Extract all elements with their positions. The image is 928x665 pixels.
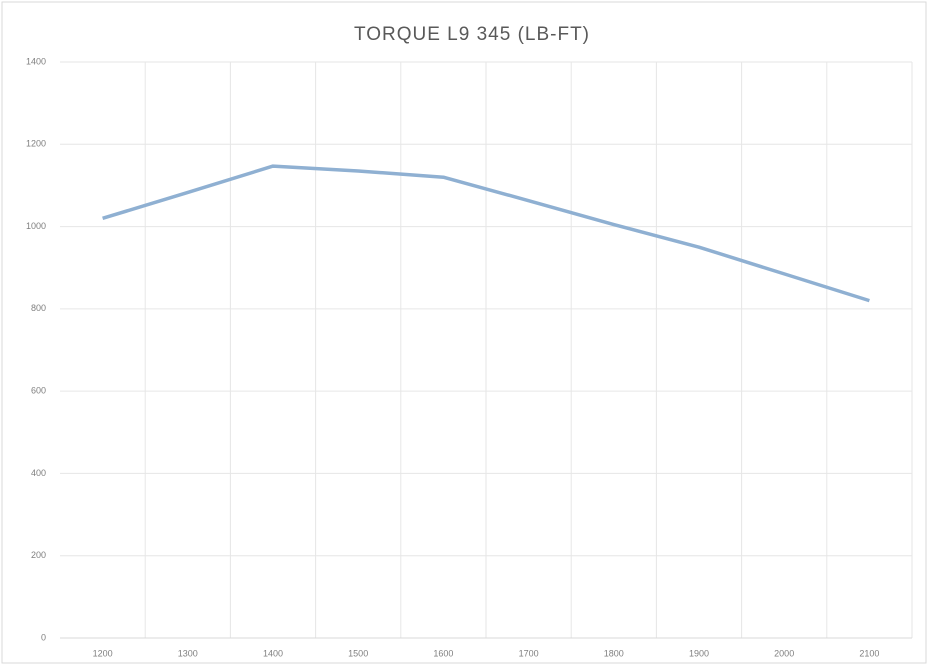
y-tick-label: 800 [31, 303, 46, 313]
x-tick-label: 1300 [178, 648, 198, 658]
x-tick-label: 1800 [604, 648, 624, 658]
x-tick-label: 2100 [859, 648, 879, 658]
x-tick-label: 1900 [689, 648, 709, 658]
y-tick-label: 0 [41, 632, 46, 642]
chart-title: TORQUE L9 345 (LB-FT) [354, 24, 590, 45]
y-tick-label: 1400 [26, 56, 46, 66]
y-tick-label: 600 [31, 386, 46, 396]
x-tick-label: 1200 [93, 648, 113, 658]
x-tick-label: 2000 [774, 648, 794, 658]
x-tick-label: 1700 [519, 648, 539, 658]
line [102, 164, 870, 303]
y-tick-label: 400 [31, 468, 46, 478]
x-tick-label: 1500 [348, 648, 368, 658]
y-tick-label: 200 [31, 550, 46, 560]
y-tick-label: 1000 [26, 221, 46, 231]
x-tick-label: 1400 [263, 648, 283, 658]
x-tick-label: 1600 [433, 648, 453, 658]
y-tick-label: 1200 [26, 139, 46, 149]
